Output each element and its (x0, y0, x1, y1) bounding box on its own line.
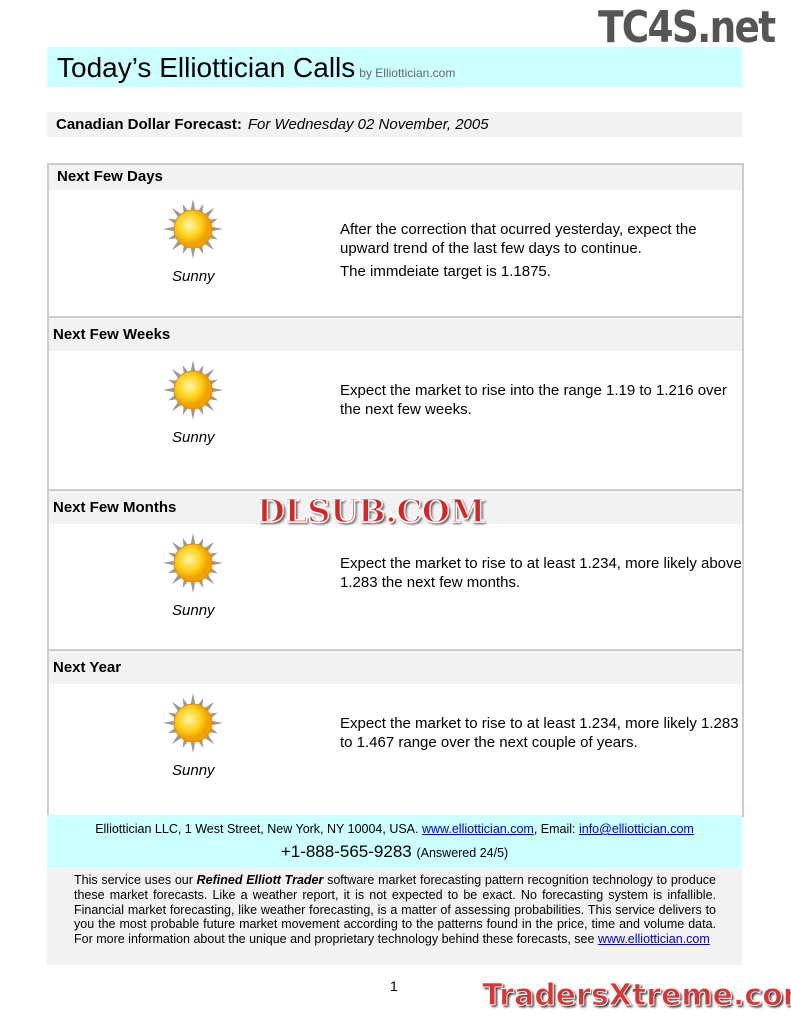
sun-icon (161, 531, 225, 595)
title-text: Today’s Elliottician Calls (57, 52, 356, 83)
website-link[interactable]: www.elliottician.com (421, 822, 534, 836)
disclaimer: This service uses our Refined Elliott Tr… (47, 868, 742, 965)
forecast-paragraph: Expect the market to rise into the range… (340, 382, 727, 418)
disclaimer-link[interactable]: www.elliottician.com (597, 932, 710, 947)
forecast-paragraph: After the correction that ocurred yester… (340, 221, 697, 257)
section-heading: Next Year (49, 649, 742, 684)
product-name: Refined Elliott Trader (196, 873, 324, 887)
forecast-paragraph: Expect the market to rise to at least 1.… (340, 715, 739, 751)
byline: by Elliottician.com (359, 66, 456, 80)
section-heading: Next Few Days (49, 165, 742, 190)
watermark-logo-top: TC4S.net (598, 2, 776, 53)
condition-label: Sunny (172, 268, 215, 285)
forecast-heading: Canadian Dollar Forecast: For Wednesday 0… (47, 112, 742, 137)
disclaimer-text: This service uses our (74, 873, 197, 887)
watermark-logo-middle: DLSUB.COM (256, 491, 486, 531)
page-number: 1 (390, 978, 398, 994)
disclaimer-text: software market forecasting pattern reco… (74, 873, 716, 947)
page-title: Today’s Elliottician Calls by Elliotticia… (57, 52, 455, 84)
forecast-text: Expect the market to rise to at least 1.… (340, 714, 744, 756)
phone-note: (Answered 24/5) (416, 846, 509, 860)
sun-icon (161, 691, 225, 755)
email-link[interactable]: info@elliottician.com (578, 822, 694, 836)
forecast-date: For Wednesday 02 November, 2005 (247, 116, 489, 133)
forecast-paragraph: The immdeiate target is 1.1875. (340, 263, 551, 280)
forecast-label: Canadian Dollar Forecast: (56, 116, 242, 133)
condition-label: Sunny (172, 762, 215, 779)
sun-icon (161, 197, 225, 261)
contact-footer: Elliottician LLC, 1 West Street, New Yor… (47, 815, 742, 868)
forecast-text: Expect the market to rise to at least 1.… (340, 554, 744, 596)
title-banner: Today’s Elliottician Calls by Elliotticia… (47, 47, 742, 87)
forecast-text: After the correction that ocurred yester… (340, 220, 744, 285)
watermark-logo-bottom: TradersXtreme.com (482, 978, 791, 1014)
sun-icon (161, 358, 225, 422)
condition-label: Sunny (172, 602, 215, 619)
phone-number: +1-888-565-9283 (280, 842, 412, 861)
section-heading: Next Few Months (49, 489, 742, 524)
email-label: , Email: (533, 822, 579, 836)
section-heading: Next Few Weeks (49, 316, 742, 351)
forecast-table: Next Few Days Sunny After the correction t… (47, 163, 744, 817)
condition-label: Sunny (172, 429, 215, 446)
forecast-paragraph: Expect the market to rise to at least 1.… (340, 555, 742, 591)
forecast-text: Expect the market to rise into the range… (340, 381, 744, 423)
phone: +1-888-565-9283 (Answered 24/5) (47, 842, 742, 862)
address: Elliottician LLC, 1 West Street, New Yor… (95, 822, 422, 836)
